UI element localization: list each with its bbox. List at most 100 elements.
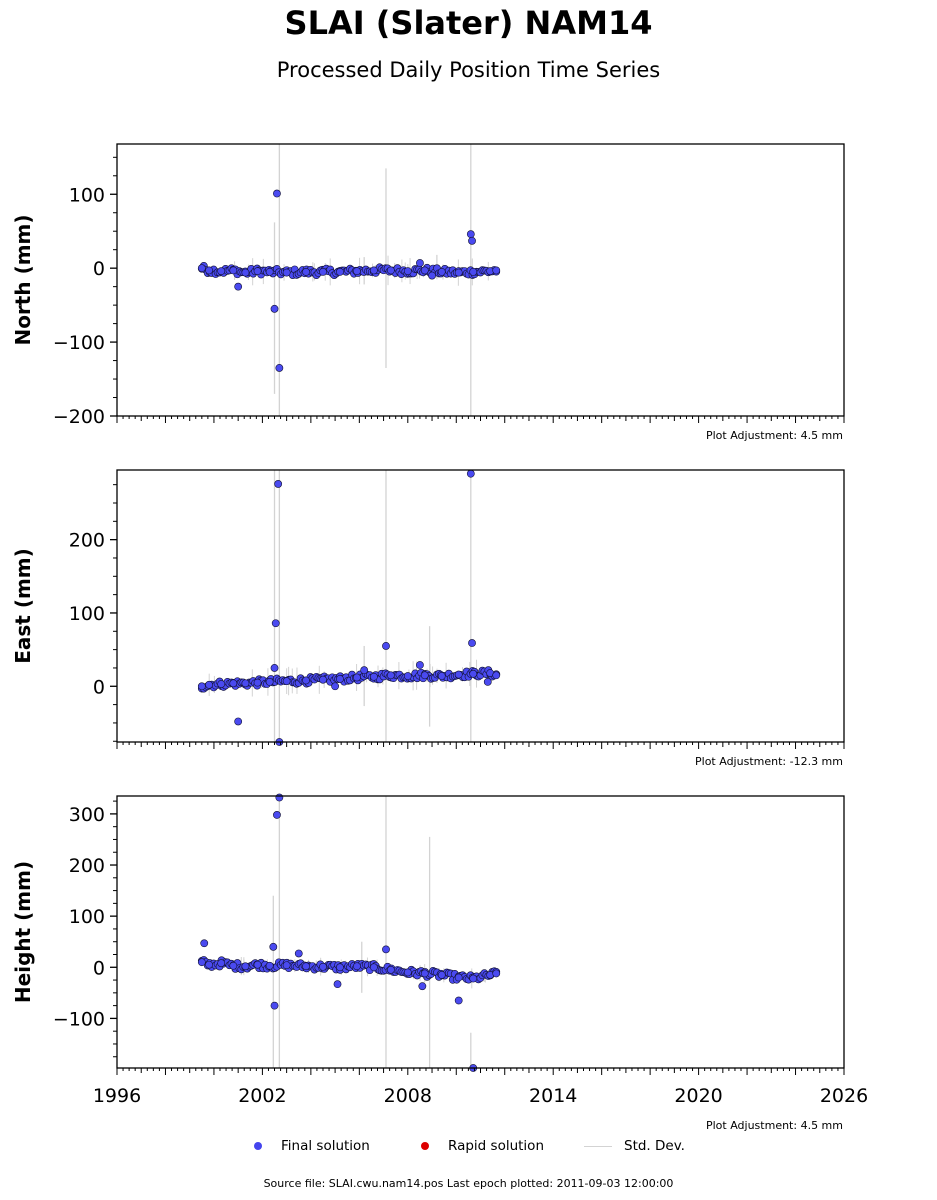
axes-frame-height [116,795,845,1069]
data-point [229,961,238,970]
outlier-point [270,304,279,313]
outlier-point [273,811,281,819]
data-point [205,960,213,969]
data-point [336,675,344,683]
data-point [253,960,262,969]
data-point [492,266,501,275]
data-point [319,267,327,276]
outlier-point [416,259,424,267]
legend-marker-rapid [421,1142,429,1150]
data-point [229,679,238,688]
legend-marker-stddev [584,1145,612,1147]
outlier-point [466,230,475,239]
y-tick-label: −100 [53,1008,105,1030]
data-point [253,267,262,276]
y-tick-label: −200 [53,406,105,428]
outlier-point [416,661,424,669]
x-tick-label: 2008 [384,1085,432,1107]
y-tick-label: 0 [93,258,105,280]
data-point [420,969,429,978]
data-point [369,672,378,681]
legend-label-rapid: Rapid solution [448,1138,544,1154]
plot-adjustment-north: Plot Adjustment: 4.5 mm [705,429,843,442]
data-point [282,961,291,970]
data-point [197,682,206,691]
outlier-point [331,682,339,691]
outlier-point [294,949,303,958]
data-point [265,267,274,276]
y-tick-label: 0 [93,957,105,979]
outlier-point [200,939,209,948]
y-tick-label: 100 [69,906,105,928]
y-tick-label: 100 [69,184,105,206]
data-point [353,673,361,682]
data-point [205,680,213,689]
legend-marker-final [254,1142,262,1150]
data-point [217,680,226,688]
plot-adjustment-east: Plot Adjustment: -12.3 mm [695,755,843,768]
data-point [197,958,206,967]
outlier-point [269,942,278,951]
data-point [282,268,291,277]
x-tick-label: 2002 [238,1085,286,1107]
data-point [403,267,412,276]
data-point [217,959,226,968]
data-point [282,677,291,686]
outlier-point [333,980,342,989]
data-point [353,962,361,971]
outlier-point [483,677,492,686]
legend-label-stddev: Std. Dev. [624,1138,685,1154]
panel-north: −200 −100 0 100 North (mm) [11,143,845,428]
source-note: Source file: SLAI.cwu.nam14.pos Last epo… [263,1177,674,1190]
data-point [229,266,238,275]
data-point [369,266,378,275]
data-point [217,267,226,276]
data-point [469,974,478,983]
axes-frame-east [116,469,845,743]
data-point [437,672,446,680]
x-tick-label: 2020 [674,1085,722,1107]
data-point [403,672,412,680]
outlier-point [275,793,284,802]
outlier-point [428,271,436,280]
data-point [336,963,344,972]
y-tick-label: 100 [69,603,105,625]
y-axis-label-east: East (mm) [11,548,35,664]
y-tick-label: 200 [69,855,105,877]
data-point [420,671,429,680]
y-tick-label: 0 [93,676,105,698]
data-point [302,676,310,685]
data-point [403,968,412,977]
outlier-point [234,717,243,726]
data-point [386,266,395,275]
outlier-point [271,619,280,628]
x-tick-label: 2014 [529,1085,577,1107]
outlier-point [274,480,283,488]
y-tick-label: 300 [69,804,105,826]
panel-height: −100 0 100 200 300 1996 2002 2008 2014 2020 2026 He… [11,793,868,1107]
outlier-point [270,1001,279,1010]
outlier-point [273,189,281,198]
data-point [241,268,250,277]
x-tick-label: 1996 [93,1085,141,1107]
data-point [241,962,250,971]
data-point [353,267,361,276]
legend-item-stddev: Std. Dev. [584,1138,685,1154]
outlier-point [382,945,390,954]
legend-item-final: Final solution [254,1138,370,1154]
axes-frame-north [116,143,845,417]
data-point [253,678,262,687]
data-point [386,671,395,680]
data-point [319,962,327,971]
data-point [437,971,446,979]
outlier-point [454,996,463,1005]
outlier-point [468,236,476,245]
data-point [319,675,327,684]
y-axis-label-north: North (mm) [11,214,35,345]
y-tick-label: 200 [69,530,105,552]
plot-adjustment-height: Plot Adjustment: 4.5 mm [705,1119,843,1132]
outlier-point [275,364,284,372]
data-point [265,961,274,970]
data-point [492,969,501,978]
